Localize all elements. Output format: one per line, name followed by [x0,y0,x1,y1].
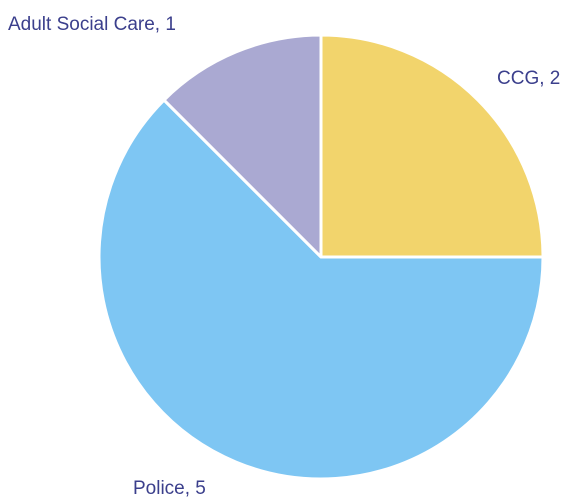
pie-slice-police [97,98,545,481]
slice-label-police: Police, 5 [133,478,206,499]
pie-slice-ccg [319,33,545,259]
pie-slices [97,33,545,481]
pie-slice-adult-social-care [162,33,323,259]
slice-label-ccg: CCG, 2 [497,68,560,89]
slice-label-adult-social-care: Adult Social Care, 1 [8,14,176,35]
